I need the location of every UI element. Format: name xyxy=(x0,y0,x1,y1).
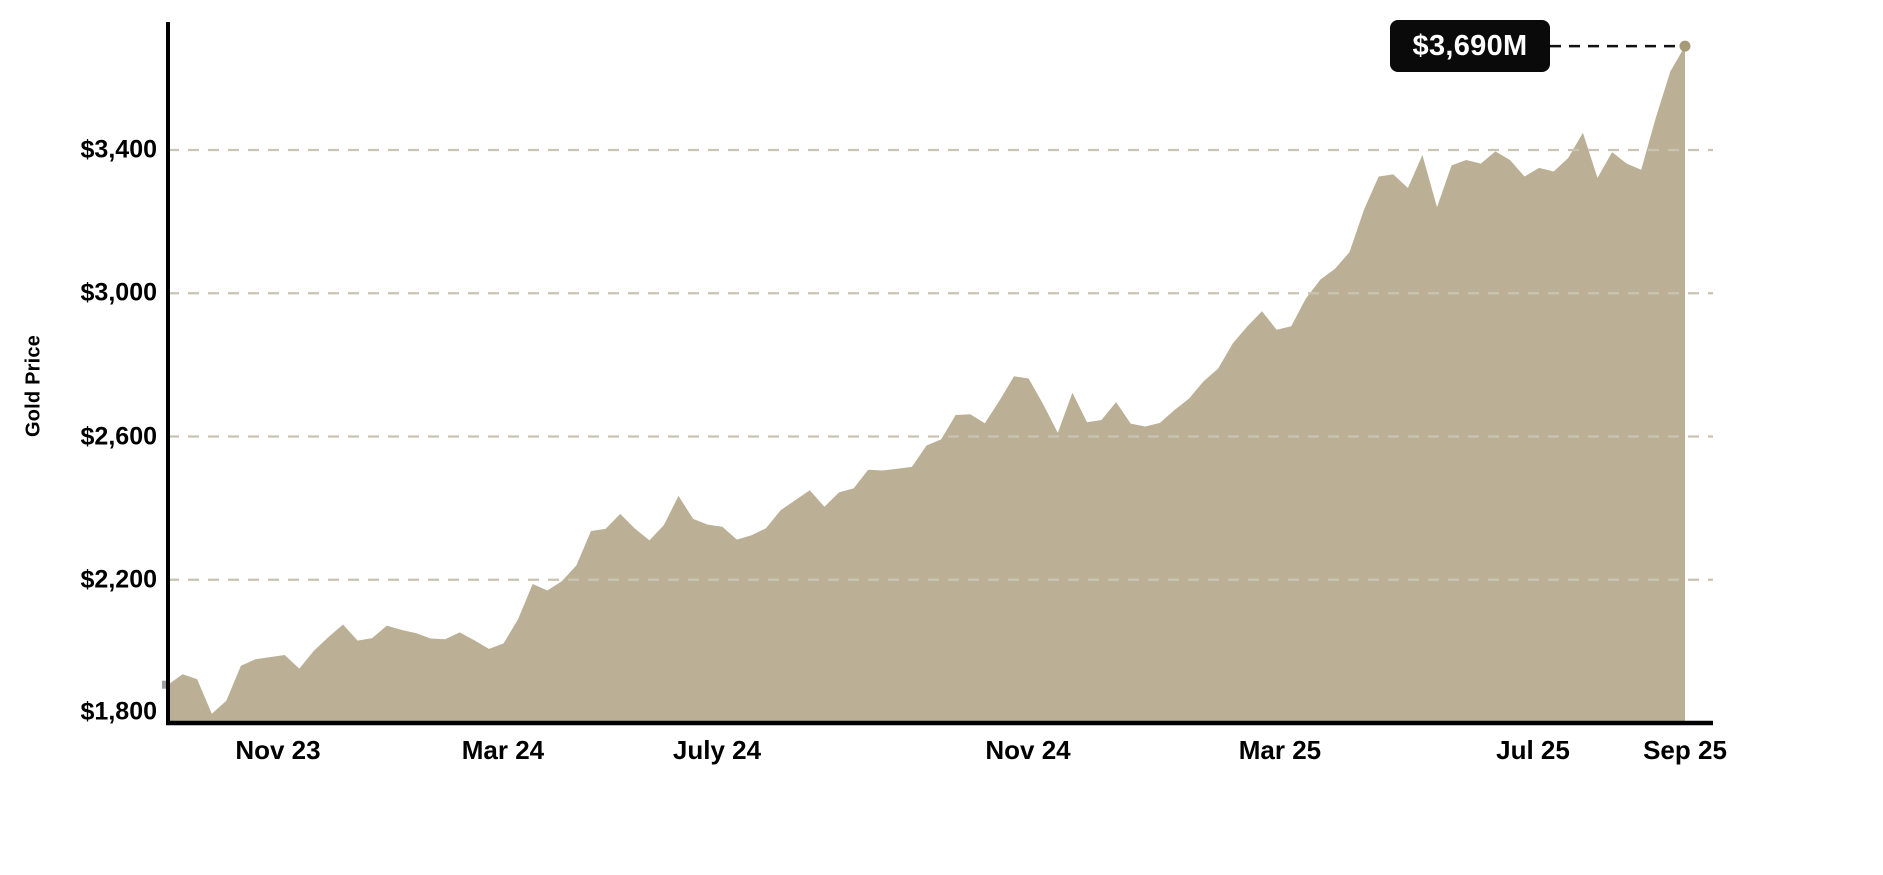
x-tick-label-mar-24: Mar 24 xyxy=(461,735,545,765)
x-tick-label-mar-25: Mar 25 xyxy=(1238,735,1322,765)
y-tick-label-3400: $3,400 xyxy=(80,135,157,164)
y-tick-label-3000: $3,000 xyxy=(80,278,157,307)
x-tick-label-july-24: July 24 xyxy=(672,735,762,765)
price-callout-value: $3,690M xyxy=(1412,29,1528,62)
x-tick-label-nov-24: Nov 24 xyxy=(985,735,1071,765)
x-tick-label-nov-23: Nov 23 xyxy=(235,735,321,765)
y-tick-label-2200: $2,200 xyxy=(80,565,157,594)
series-end-dot xyxy=(1679,40,1691,52)
x-tick-label-sep-25: Sep 25 xyxy=(1643,735,1727,765)
price-callout-tooltip: $3,690M xyxy=(1390,20,1550,73)
series-start-marker xyxy=(162,680,168,689)
x-tick-label-jul-25: Jul 25 xyxy=(1496,735,1570,765)
y-tick-label-2600: $2,600 xyxy=(80,422,157,450)
gold-price-area-series xyxy=(168,46,1685,724)
y-tick-label-1800: $1,800 xyxy=(80,697,157,726)
